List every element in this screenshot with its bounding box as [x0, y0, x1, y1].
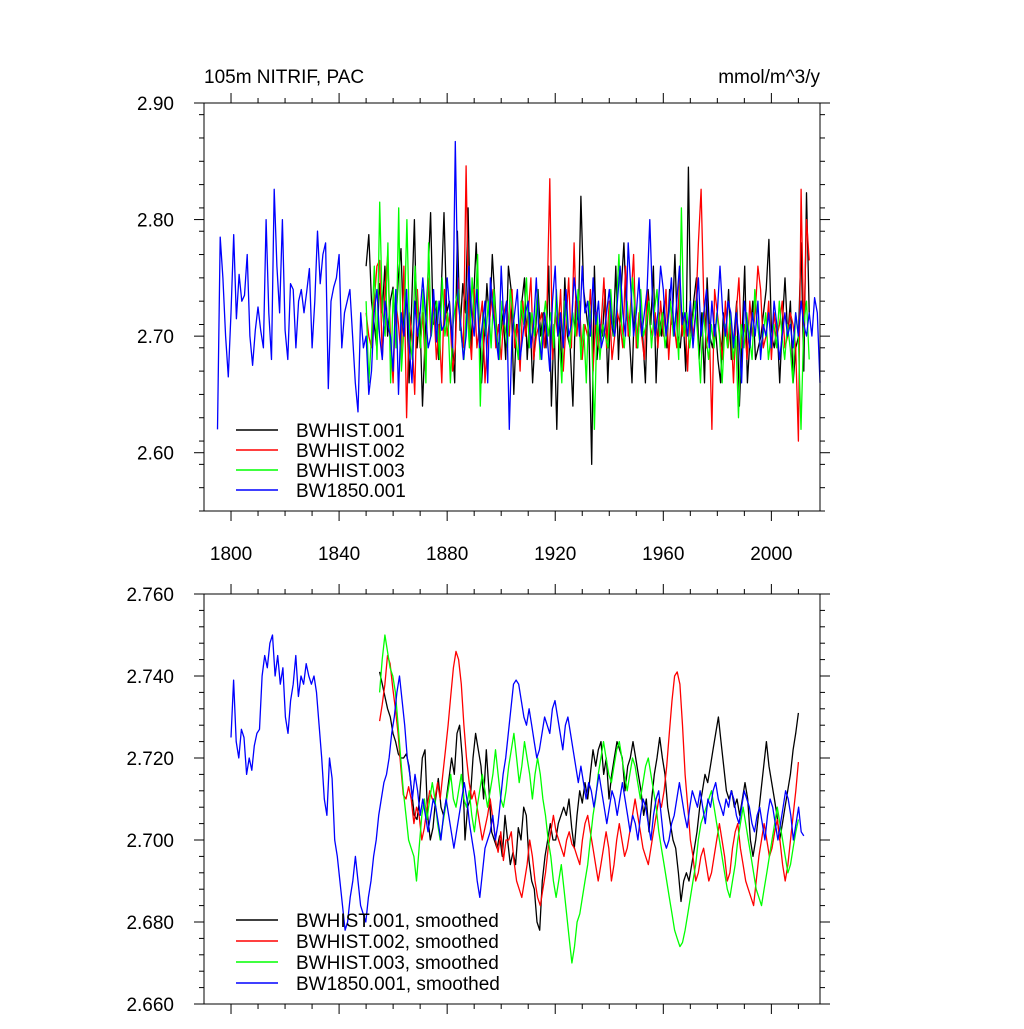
x-tick-label: 1920 — [534, 544, 576, 565]
legend-label: BWHIST.001, smoothed — [296, 911, 499, 932]
top-panel-ticks: 1800 1840 1880 1920 1960 2000 2.60 2.70 2.80 2.90 — [137, 93, 830, 565]
x-tick-label: 1880 — [426, 544, 468, 565]
series-line-bw1850-001 — [216, 140, 821, 431]
y-tick-label: 2.700 — [126, 831, 174, 852]
y-tick-label: 2.760 — [126, 585, 174, 606]
y-tick-label: 2.680 — [126, 913, 174, 934]
y-tick-label: 2.90 — [137, 94, 174, 115]
x-tick-label: 2000 — [750, 544, 792, 565]
bottom-panel: 2.660 2.680 2.700 2.720 2.740 2.760 BWHIST.00… — [126, 584, 830, 1016]
y-tick-label: 2.740 — [126, 667, 174, 688]
x-tick-label: 1840 — [318, 544, 360, 565]
series-line-bwhist-002-smoothed — [378, 650, 800, 907]
y-tick-label: 2.70 — [137, 327, 174, 348]
legend-label: BWHIST.001 — [296, 421, 405, 442]
legend-label: BW1850.001, smoothed — [296, 974, 500, 995]
x-tick-label: 1960 — [642, 544, 684, 565]
legend-label: BWHIST.002 — [296, 441, 405, 462]
legend-label: BWHIST.003, smoothed — [296, 953, 499, 974]
y-tick-label: 2.60 — [137, 444, 174, 465]
series-line-bwhist-003 — [365, 201, 810, 431]
y-tick-label: 2.720 — [126, 749, 174, 770]
legend-label: BWHIST.002, smoothed — [296, 932, 499, 953]
x-tick-label: 1800 — [210, 544, 252, 565]
top-panel-units: mmol/m^3/y — [718, 67, 820, 88]
bottom-panel-series — [230, 634, 805, 964]
y-tick-label: 2.80 — [137, 211, 174, 232]
top-panel-series — [216, 140, 821, 466]
series-line-bw1850-001-smoothed — [230, 634, 805, 931]
bottom-panel-ticks: 2.660 2.680 2.700 2.720 2.740 2.760 — [126, 584, 830, 1016]
bottom-panel-frame — [203, 593, 821, 1005]
legend-label: BWHIST.003 — [296, 461, 405, 482]
top-panel-frame — [203, 102, 821, 512]
top-panel: 105m NITRIF, PAC mmol/m^3/y 1800 1840 1880… — [137, 67, 830, 565]
y-tick-label: 2.660 — [126, 995, 174, 1016]
top-panel-title-left: 105m NITRIF, PAC — [204, 67, 364, 88]
series-line-bwhist-003-smoothed — [378, 634, 800, 964]
series-line-bwhist-001-smoothed — [378, 671, 800, 931]
legend-label: BW1850.001 — [296, 481, 406, 502]
